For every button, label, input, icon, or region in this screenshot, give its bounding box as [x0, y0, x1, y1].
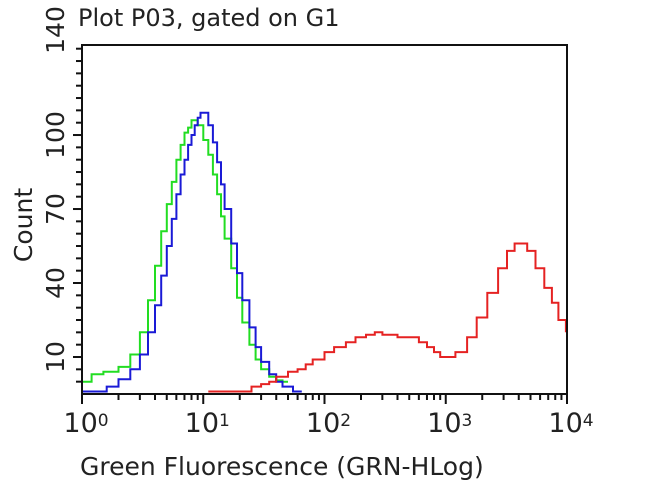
- chart-title: Plot P03, gated on G1: [78, 4, 340, 32]
- x-tick-label: 100: [63, 408, 109, 439]
- y-tick-label: 100: [41, 111, 70, 159]
- x-tick-label: 101: [184, 408, 230, 439]
- y-axis-label: Count: [9, 187, 38, 263]
- y-tick-label: 10: [41, 341, 70, 373]
- x-axis-label: Green Fluorescence (GRN-HLog): [80, 452, 484, 481]
- x-tick-label: 104: [548, 408, 594, 439]
- series-blue-line: [82, 111, 302, 393]
- y-tick-label: 40: [41, 267, 70, 299]
- y-tick-label: 70: [41, 193, 70, 225]
- series-red-line: [208, 242, 567, 393]
- plot-frame: [81, 44, 568, 395]
- series-layer: [82, 111, 567, 393]
- x-tick-label: 103: [427, 408, 473, 439]
- y-tick-label: 140: [41, 6, 70, 54]
- x-tick-label: 102: [305, 408, 352, 439]
